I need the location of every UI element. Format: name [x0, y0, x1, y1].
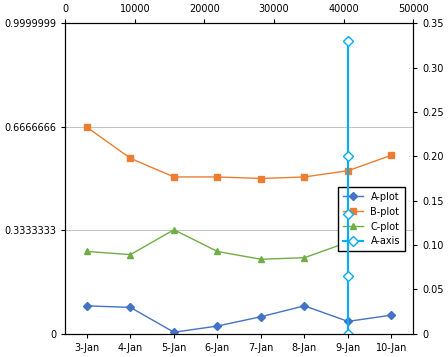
B-plot: [171, 175, 177, 179]
A-plot: [258, 315, 263, 319]
C-plot: [258, 257, 263, 261]
Line: A-plot: A-plot: [84, 303, 394, 335]
A-plot: [171, 330, 177, 335]
A-plot: [84, 304, 90, 308]
B-plot: [84, 125, 90, 129]
A-axis: [345, 39, 351, 43]
Line: A-axis: A-axis: [345, 37, 351, 337]
A-axis: [345, 154, 351, 159]
A-plot: [389, 313, 394, 317]
A-plot: [302, 304, 307, 308]
B-plot: [345, 169, 351, 173]
A-plot: [215, 324, 220, 328]
C-plot: [345, 240, 351, 244]
C-plot: [389, 243, 394, 247]
C-plot: [171, 228, 177, 232]
B-plot: [128, 156, 133, 160]
Line: C-plot: C-plot: [83, 226, 395, 263]
B-plot: [302, 175, 307, 179]
C-plot: [128, 252, 133, 257]
A-plot: [345, 319, 351, 323]
A-axis: [345, 274, 351, 278]
B-plot: [215, 175, 220, 179]
B-plot: [258, 176, 263, 181]
A-axis: [345, 212, 351, 216]
Line: B-plot: B-plot: [84, 125, 394, 181]
C-plot: [84, 249, 90, 253]
Legend: A-plot, B-plot, C-plot, A-axis: A-plot, B-plot, C-plot, A-axis: [338, 187, 405, 251]
A-axis: [345, 332, 351, 336]
B-plot: [389, 153, 394, 157]
C-plot: [215, 249, 220, 253]
A-plot: [128, 305, 133, 310]
C-plot: [302, 256, 307, 260]
